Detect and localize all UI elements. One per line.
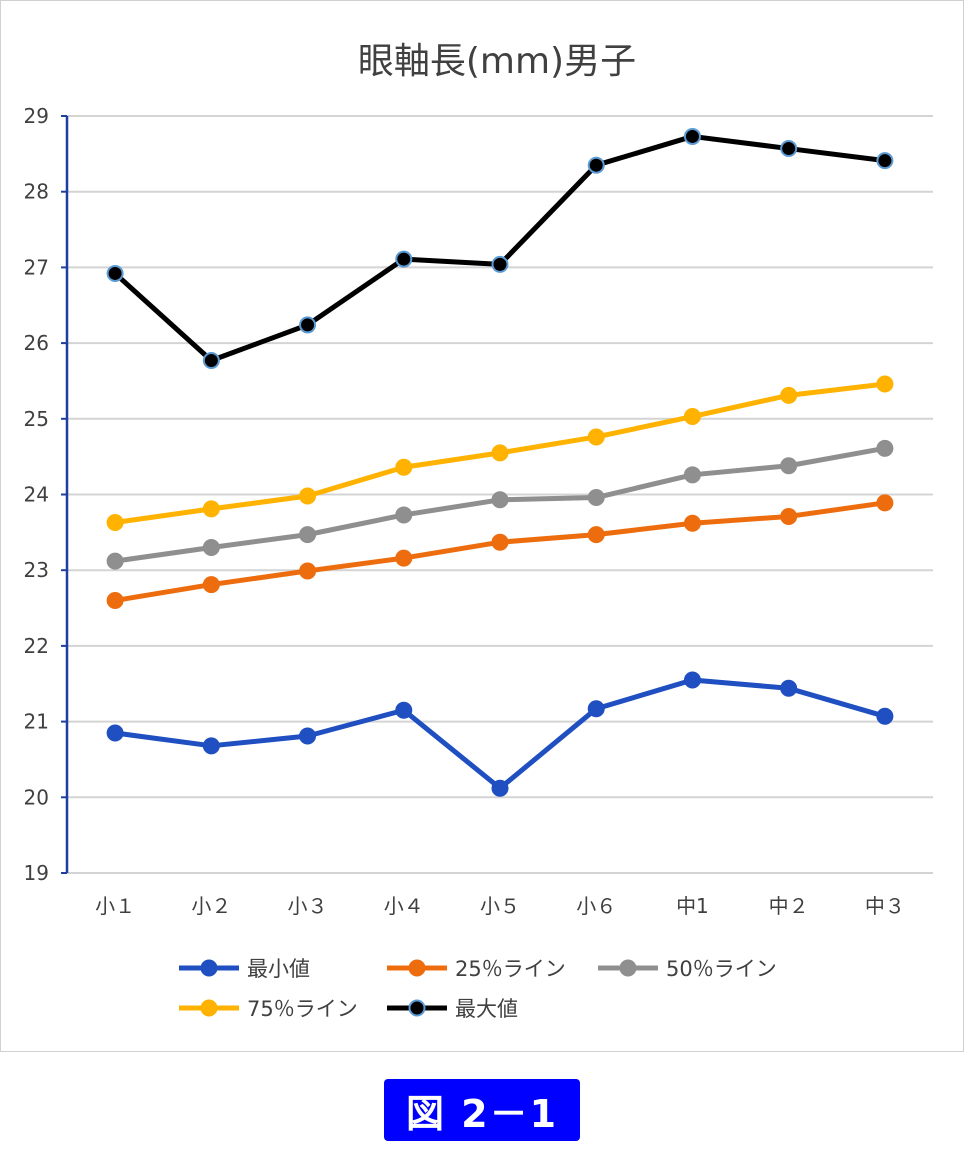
legend-item: 25％ライン [387, 957, 566, 981]
x-tick-label: 小４ [384, 894, 424, 918]
data-point [780, 507, 798, 525]
data-point [780, 679, 798, 697]
series-line [112, 677, 888, 791]
legend-item: 75％ライン [179, 997, 358, 1021]
data-point [491, 533, 509, 551]
series-2 [106, 494, 894, 609]
y-tick-label: 27 [24, 255, 49, 279]
x-tick-label: 小１ [95, 894, 135, 918]
line-chart: 眼軸長(mm)男子 19 20 21 22 23 24 25 26 27 28 29 小１ 小２ 小３ 小４… [24, 41, 933, 1021]
x-tick-label: 中３ [865, 894, 905, 918]
data-point [780, 457, 798, 475]
chart-title: 眼軸長(mm)男子 [358, 41, 636, 82]
x-tick-label: 小２ [191, 894, 231, 918]
data-point [587, 526, 605, 544]
axes: 19 20 21 22 23 24 25 26 27 28 29 小１ 小２ 小３ 小４ 小５ 小６ 中1 中２ 中３ [24, 104, 933, 918]
y-tick-label: 21 [24, 710, 49, 734]
series-4 [106, 375, 894, 532]
y-tick-label: 23 [24, 558, 49, 582]
y-tick-label: 19 [24, 861, 49, 885]
legend: 最小値 25％ライン 50％ライン 75％ライン 最大値 [179, 957, 777, 1021]
legend-swatch-marker [200, 999, 218, 1017]
x-tick-label: 小３ [288, 894, 328, 918]
legend-label: 75％ライン [247, 997, 358, 1021]
legend-swatch-marker [200, 959, 218, 977]
data-point [202, 500, 220, 518]
series-line [112, 133, 888, 364]
x-tick-label: 中1 [676, 894, 709, 918]
series-lines [106, 127, 894, 797]
data-point [587, 489, 605, 507]
series-5 [106, 127, 894, 370]
data-point [876, 439, 894, 457]
legend-label: 50％ライン [666, 957, 777, 981]
legend-label: 25％ライン [455, 957, 566, 981]
y-tick-label: 20 [24, 785, 49, 809]
y-tick-label: 24 [24, 483, 49, 507]
legend-item: 最小値 [179, 957, 310, 981]
data-point [395, 701, 413, 719]
series-line [112, 500, 888, 603]
data-point [395, 506, 413, 524]
legend-label: 最大値 [455, 997, 518, 1021]
data-point [299, 487, 317, 505]
x-tick-label: 小６ [576, 894, 616, 918]
y-tick-label: 29 [24, 104, 49, 128]
x-tick-label: 小５ [480, 894, 520, 918]
data-point [106, 724, 124, 742]
data-point [106, 264, 124, 282]
y-tick-label: 25 [24, 407, 49, 431]
data-point [491, 255, 509, 273]
legend-swatch-marker [408, 999, 426, 1017]
data-point [202, 737, 220, 755]
series-3 [106, 439, 894, 570]
data-point [587, 428, 605, 446]
y-tick-label: 22 [24, 634, 49, 658]
data-point [106, 552, 124, 570]
data-point [683, 408, 701, 426]
data-point [876, 152, 894, 170]
legend-swatch-marker [619, 959, 637, 977]
x-tick-label: 中２ [769, 894, 809, 918]
data-point [299, 562, 317, 580]
data-point [683, 671, 701, 689]
data-point [202, 352, 220, 370]
data-point [491, 444, 509, 462]
data-point [395, 549, 413, 567]
data-point [491, 779, 509, 797]
legend-item: 50％ライン [598, 957, 777, 981]
data-point [587, 700, 605, 718]
data-point [876, 707, 894, 725]
data-point [683, 514, 701, 532]
data-point [780, 386, 798, 404]
data-point [683, 127, 701, 145]
data-point [299, 727, 317, 745]
data-point [683, 466, 701, 484]
data-point [491, 491, 509, 509]
data-point [299, 316, 317, 334]
figure-label: 図 2－1 [384, 1079, 580, 1141]
data-point [202, 576, 220, 594]
data-point [587, 156, 605, 174]
series-1 [106, 671, 894, 797]
data-point [395, 458, 413, 476]
data-point [299, 526, 317, 544]
data-point [202, 538, 220, 556]
chart-frame: 眼軸長(mm)男子 19 20 21 22 23 24 25 26 27 28 29 小１ 小２ 小３ 小４… [0, 0, 964, 1052]
data-point [876, 375, 894, 393]
data-point [106, 514, 124, 532]
data-point [876, 494, 894, 512]
data-point [780, 140, 798, 158]
legend-swatch-marker [408, 959, 426, 977]
y-tick-label: 28 [24, 180, 49, 204]
data-point [106, 591, 124, 609]
y-tick-label: 26 [24, 331, 49, 355]
legend-item: 最大値 [387, 997, 518, 1021]
data-point [395, 250, 413, 268]
legend-label: 最小値 [247, 957, 310, 981]
